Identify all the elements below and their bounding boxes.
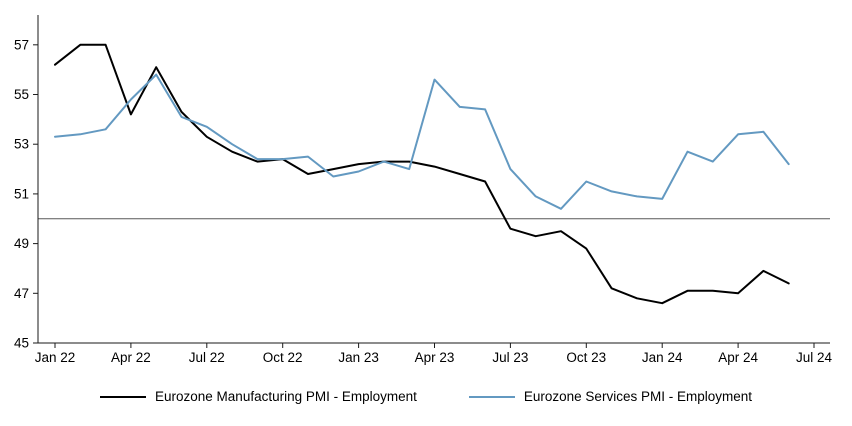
y-axis-tick-label: 45 xyxy=(14,336,29,351)
x-axis-tick-label: Jul 23 xyxy=(492,350,528,365)
x-axis-tick-label: Jan 23 xyxy=(338,350,379,365)
manufacturing-line-swatch xyxy=(100,396,147,398)
x-axis-tick-label: Apr 23 xyxy=(415,350,455,365)
chart-legend: Eurozone Manufacturing PMI - Employment … xyxy=(0,388,852,406)
x-axis-tick-label: Apr 22 xyxy=(111,350,151,365)
x-axis-tick-label: Jul 24 xyxy=(796,350,833,365)
x-axis-tick-label: Oct 22 xyxy=(263,350,303,365)
x-axis-tick-label: Jan 24 xyxy=(642,350,683,365)
services-series-line xyxy=(54,73,790,210)
y-axis-tick-label: 53 xyxy=(14,137,29,152)
y-axis-tick-label: 51 xyxy=(14,186,29,201)
y-axis-tick-label: 55 xyxy=(14,87,29,102)
x-axis-tick-label: Jan 22 xyxy=(35,350,76,365)
y-axis-tick-label: 49 xyxy=(14,236,29,251)
y-axis-tick-label: 47 xyxy=(14,286,29,301)
x-axis-tick-label: Jul 22 xyxy=(189,350,225,365)
legend-item-services: Eurozone Services PMI - Employment xyxy=(468,388,752,406)
y-axis-tick-label: 57 xyxy=(14,37,29,52)
services-line-swatch xyxy=(468,396,515,398)
x-axis-tick-label: Apr 24 xyxy=(718,350,758,365)
legend-label-services: Eurozone Services PMI - Employment xyxy=(523,389,752,404)
manufacturing-series-line xyxy=(54,43,790,305)
chart-canvas: 45 47 49 51 53 55 57 Jan 22 Apr 22 Jul 22 Oct 22 Ja… xyxy=(14,15,833,365)
x-axis-tick-label: Oct 23 xyxy=(566,350,606,365)
legend-item-manufacturing: Eurozone Manufacturing PMI - Employment xyxy=(100,388,417,406)
legend-label-manufacturing: Eurozone Manufacturing PMI - Employment xyxy=(155,389,417,404)
